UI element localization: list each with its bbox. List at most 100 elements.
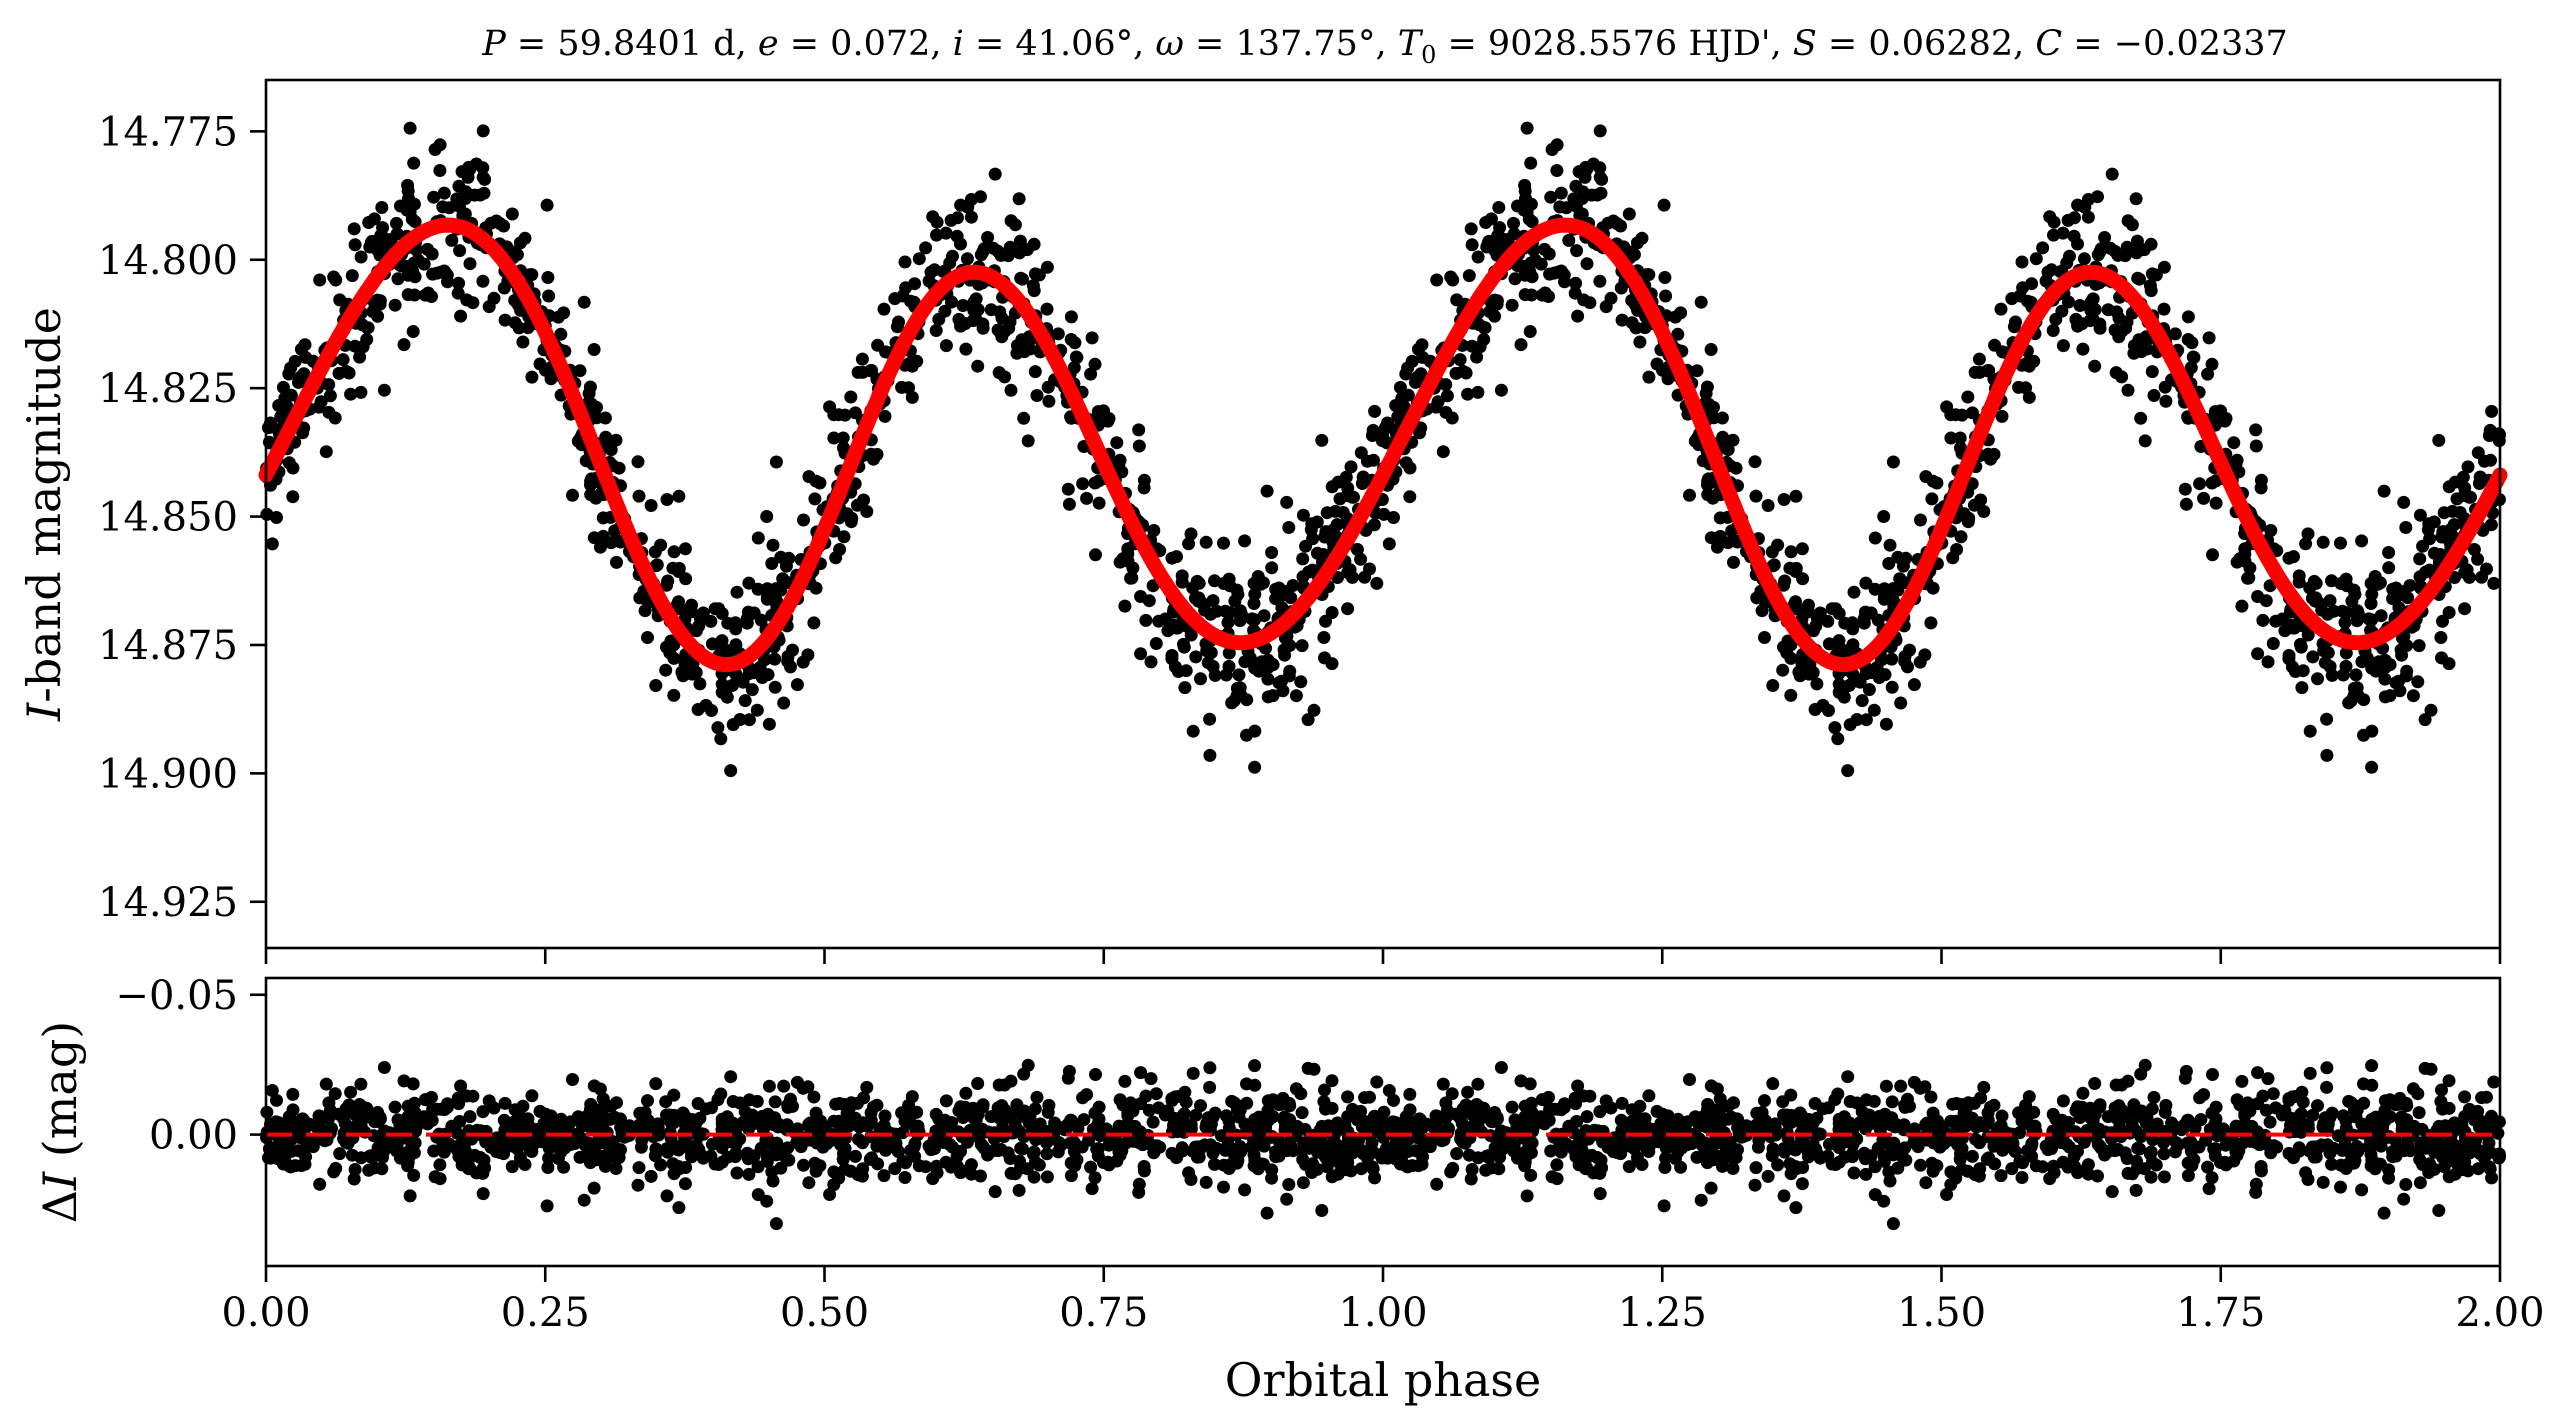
data-point <box>1331 475 1345 489</box>
residual-point <box>1021 1058 1035 1072</box>
data-point <box>342 366 356 380</box>
residual-point <box>1465 1163 1479 1176</box>
residual-point <box>2400 1099 2414 1113</box>
data-point <box>1784 688 1798 702</box>
residual-point <box>678 1177 692 1191</box>
residual-point <box>672 1201 686 1215</box>
residual-point <box>433 1158 447 1172</box>
data-point <box>2471 552 2485 566</box>
data-point <box>1190 574 1204 588</box>
data-point <box>1710 540 1724 554</box>
data-point <box>1658 271 1672 284</box>
data-point <box>2256 613 2270 627</box>
data-point <box>959 342 973 356</box>
residual-point <box>344 1085 358 1099</box>
x-tick-label: 0.00 <box>221 1290 310 1336</box>
data-point <box>1507 227 1521 241</box>
data-point <box>678 542 692 556</box>
residual-point <box>661 1145 675 1159</box>
residual-point <box>2219 1158 2233 1172</box>
residual-point <box>1325 1074 1339 1088</box>
residual-point <box>364 1150 378 1164</box>
data-point <box>2320 748 2334 762</box>
top-y-tick-label: 14.850 <box>98 495 238 541</box>
data-point <box>2149 268 2163 282</box>
residual-point <box>1659 1141 1673 1155</box>
residual-point <box>711 1093 725 1107</box>
data-point <box>1085 331 1099 345</box>
data-point <box>1766 679 1780 692</box>
bottom-y-tick-label: −0.05 <box>115 973 238 1019</box>
residual-point <box>1318 1083 1331 1097</box>
residual-point <box>284 1160 298 1174</box>
data-point <box>1222 646 1236 660</box>
residual-point <box>667 1167 681 1181</box>
residual-point <box>342 1098 356 1112</box>
data-point <box>661 574 675 588</box>
data-point <box>1144 655 1158 669</box>
data-point <box>836 431 850 445</box>
data-point <box>1341 602 1355 616</box>
residual-point <box>463 1110 477 1124</box>
residual-point <box>1403 1103 1417 1117</box>
data-point <box>2278 624 2292 638</box>
residual-point <box>1639 1119 1653 1132</box>
residual-point <box>2127 1098 2141 1112</box>
residual-point <box>1203 1061 1217 1075</box>
data-point <box>2392 674 2405 688</box>
residual-point <box>1524 1168 1538 1182</box>
residual-point <box>1090 1142 1104 1156</box>
residual-point <box>1327 1135 1341 1149</box>
data-point <box>1194 672 1207 686</box>
data-point <box>1853 673 1867 687</box>
residual-point <box>490 1131 504 1145</box>
data-point <box>2336 668 2350 682</box>
residual-point <box>2147 1090 2161 1104</box>
residual-point <box>2016 1156 2030 1170</box>
data-point <box>1189 650 1203 664</box>
residual-point <box>790 1075 804 1089</box>
residual-point <box>452 1139 466 1152</box>
chart-title: P = 59.8401 d, e = 0.072, i = 41.06°, ω … <box>481 24 2288 69</box>
data-point <box>729 622 743 636</box>
data-point <box>1727 555 1740 569</box>
residual-point <box>1525 1136 1539 1150</box>
residual-point <box>2206 1068 2219 1081</box>
residual-point <box>1959 1119 1973 1133</box>
residual-point <box>1870 1116 1884 1130</box>
residual-point <box>1593 1187 1607 1201</box>
data-point <box>1142 594 1156 608</box>
data-point <box>1274 589 1288 603</box>
residual-point <box>1518 1099 1532 1113</box>
data-point <box>1569 199 1583 213</box>
data-point <box>1188 591 1202 605</box>
data-point <box>1411 370 1425 384</box>
data-point <box>2392 601 2406 615</box>
residual-point <box>2435 1083 2448 1097</box>
data-point <box>1370 576 1384 590</box>
residual-point <box>1571 1079 1585 1093</box>
data-point <box>2159 394 2173 408</box>
residual-point <box>1064 1113 1078 1127</box>
residual-point <box>437 1103 451 1117</box>
data-point <box>2400 639 2414 652</box>
data-point <box>2158 380 2172 394</box>
residual-point <box>2411 1087 2425 1101</box>
residual-point <box>1282 1178 1296 1191</box>
residual-point <box>397 1074 411 1088</box>
residual-point <box>831 1134 845 1148</box>
residual-point <box>1544 1144 1558 1158</box>
residual-point <box>584 1102 597 1116</box>
data-point <box>2036 241 2050 255</box>
residual-point <box>1802 1150 1815 1164</box>
data-point <box>760 590 774 604</box>
data-point <box>2091 190 2104 204</box>
residual-point <box>1903 1099 1916 1113</box>
data-point <box>2355 534 2369 548</box>
data-point <box>2349 668 2363 682</box>
data-point <box>2134 411 2148 425</box>
residual-point <box>1750 1106 1764 1120</box>
data-point <box>1481 236 1495 250</box>
top-y-tick-label: 14.900 <box>98 751 238 797</box>
residual-point <box>1363 1090 1376 1104</box>
